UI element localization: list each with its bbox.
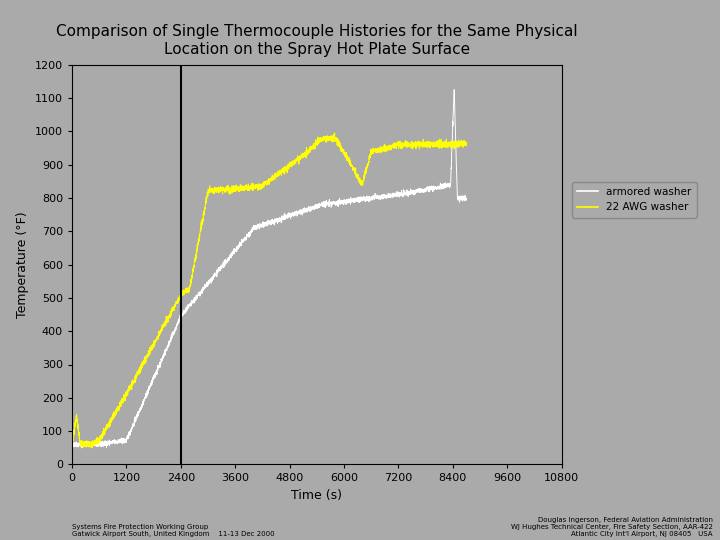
Y-axis label: Temperature (°F): Temperature (°F) bbox=[17, 211, 30, 318]
Text: Systems Fire Protection Working Group
Gatwick Airport South, United Kingdom    1: Systems Fire Protection Working Group Ga… bbox=[72, 524, 274, 537]
X-axis label: Time (s): Time (s) bbox=[292, 489, 342, 502]
Legend: armored washer, 22 AWG washer: armored washer, 22 AWG washer bbox=[572, 182, 696, 218]
Title: Comparison of Single Thermocouple Histories for the Same Physical
Location on th: Comparison of Single Thermocouple Histor… bbox=[56, 24, 577, 57]
Text: Douglas Ingerson, Federal Aviation Administration
WJ Hughes Technical Center, Fi: Douglas Ingerson, Federal Aviation Admin… bbox=[511, 517, 713, 537]
